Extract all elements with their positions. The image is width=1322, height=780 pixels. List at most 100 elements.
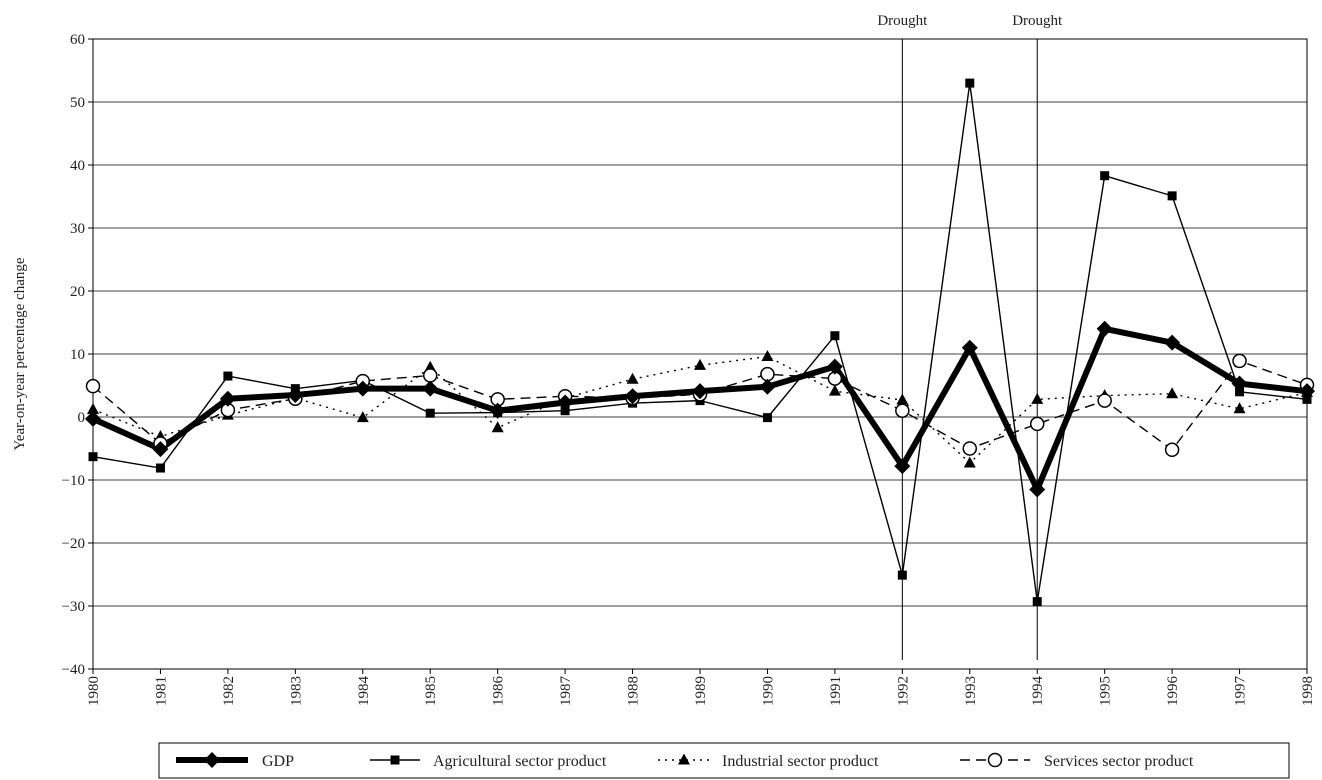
x-tick-label: 1997: [1233, 676, 1249, 707]
x-tick-label: 1990: [760, 676, 776, 706]
data-point-0: [826, 358, 843, 375]
y-axis-title: Year-on-year percentage change: [12, 257, 28, 450]
data-point-1: [1235, 387, 1245, 397]
data-point-1: [223, 371, 233, 381]
data-point-1: [1032, 597, 1042, 607]
data-point-0: [489, 402, 506, 419]
data-point-0: [759, 378, 776, 395]
data-point-2: [87, 402, 99, 414]
data-point-3: [422, 368, 438, 383]
data-point-0: [1096, 320, 1113, 337]
series-line-0: [91, 325, 1308, 493]
data-point-1: [1100, 171, 1110, 181]
y-tick-label: −20: [62, 536, 85, 552]
legend-marker-swatch: [390, 755, 400, 765]
data-point-1: [425, 408, 435, 418]
data-point-1: [897, 570, 907, 580]
y-tick-label: 60: [70, 32, 85, 48]
data-point-2: [1233, 402, 1246, 414]
legend-label: Services sector product: [1044, 753, 1194, 770]
data-point-3: [1164, 442, 1180, 458]
data-point-0: [287, 386, 304, 403]
x-tick-label: 1984: [356, 676, 372, 707]
x-tick-label: 1980: [86, 676, 102, 706]
y-tick-label: 0: [78, 410, 86, 426]
data-point-0: [354, 380, 371, 397]
data-point-3: [85, 378, 101, 394]
data-point-3: [760, 366, 775, 382]
drought-annotation: Drought: [1012, 13, 1063, 29]
data-point-0: [624, 388, 641, 405]
data-point-0: [152, 441, 169, 458]
legend-label: GDP: [262, 753, 294, 770]
y-tick-label: −40: [62, 662, 85, 678]
x-tick-label: 1995: [1098, 676, 1114, 706]
x-tick-label: 1993: [963, 676, 979, 706]
legend-item: Agricultural sector product: [370, 753, 607, 770]
data-point-0: [1164, 334, 1181, 351]
legend-label: Agricultural sector product: [433, 753, 607, 770]
x-tick-label: 1987: [558, 676, 574, 707]
x-tick-label: 1989: [693, 676, 709, 706]
legend-label: Industrial sector product: [722, 753, 879, 770]
y-tick-label: 10: [70, 347, 85, 363]
data-point-1: [1167, 191, 1177, 201]
data-point-2: [761, 350, 774, 362]
data-point-3: [1097, 393, 1112, 408]
series-markers: [85, 78, 1315, 607]
legend-marker-swatch: [204, 752, 220, 768]
data-point-2: [1166, 387, 1179, 399]
data-point-2: [626, 372, 639, 384]
legend-item: Industrial sector product: [658, 753, 879, 770]
data-point-1: [560, 406, 570, 416]
data-point-3: [895, 403, 910, 418]
legend-box: [158, 742, 1290, 779]
drought-reference-lines: [901, 39, 1038, 660]
x-tick-label: 1981: [153, 676, 169, 706]
y-axis-ticks: −40 −30 −20 −10 0 10 20 30 40 50 60: [62, 32, 93, 678]
data-point-3: [1029, 416, 1045, 432]
data-point-2: [896, 393, 909, 405]
y-tick-label: 30: [70, 221, 85, 237]
y-tick-label: 50: [70, 95, 85, 111]
data-point-1: [88, 452, 98, 462]
data-point-0: [1231, 375, 1248, 392]
data-point-0: [219, 390, 236, 407]
y-tick-label: −10: [62, 473, 85, 489]
legend-marker-swatch: [678, 753, 690, 765]
data-point-0: [85, 410, 101, 427]
data-point-2: [828, 384, 841, 396]
data-point-0: [692, 383, 708, 400]
data-point-1: [762, 413, 772, 423]
legend-marker-swatch: [987, 752, 1003, 768]
data-point-3: [1232, 353, 1247, 369]
data-point-1: [830, 331, 840, 341]
y-tick-label: −30: [62, 599, 85, 615]
data-point-2: [1031, 392, 1044, 404]
x-tick-label: 1996: [1165, 676, 1181, 707]
y-tick-label: 20: [70, 284, 85, 300]
x-tick-label: 1986: [491, 676, 507, 707]
y-tick-label: 40: [70, 158, 85, 174]
data-point-2: [963, 456, 976, 468]
x-tick-label: 1982: [221, 676, 237, 706]
series-line-3: [92, 360, 1308, 451]
series-line-2: [92, 355, 1308, 464]
series-line-1: [92, 82, 1308, 603]
data-point-2: [694, 358, 706, 370]
data-point-2: [356, 411, 369, 423]
legend-item: Services sector product: [960, 752, 1194, 770]
drought-annotation: Drought: [877, 13, 928, 29]
data-point-0: [894, 458, 911, 475]
x-tick-label: 1992: [895, 676, 911, 706]
x-tick-label: 1983: [288, 676, 304, 706]
data-point-0: [961, 339, 978, 356]
gridlines: [93, 38, 1307, 670]
x-tick-label: 1991: [828, 676, 844, 706]
series-lines: [91, 82, 1308, 603]
x-tick-label: 1985: [423, 676, 439, 706]
legend-item: GDP: [176, 752, 294, 770]
data-point-0: [1029, 481, 1046, 498]
annotations: Drought Drought: [877, 13, 1063, 29]
